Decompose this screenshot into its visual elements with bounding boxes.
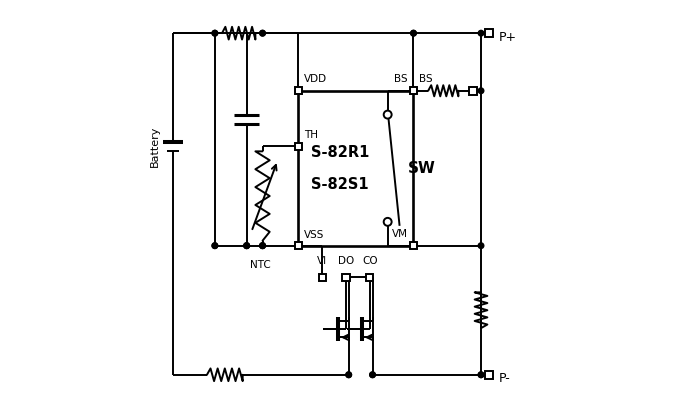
Circle shape bbox=[244, 243, 250, 248]
Circle shape bbox=[478, 88, 483, 94]
Circle shape bbox=[260, 243, 265, 248]
Text: CO: CO bbox=[362, 256, 377, 266]
Text: S-82S1: S-82S1 bbox=[311, 177, 369, 192]
Bar bbox=[410, 242, 417, 249]
Text: Battery: Battery bbox=[150, 126, 160, 167]
Bar bbox=[318, 274, 326, 281]
Bar bbox=[469, 87, 477, 95]
Circle shape bbox=[478, 372, 483, 378]
Bar bbox=[294, 242, 302, 249]
Circle shape bbox=[478, 372, 483, 378]
Circle shape bbox=[244, 243, 250, 248]
Text: BS: BS bbox=[394, 74, 407, 84]
Text: VM: VM bbox=[392, 228, 407, 238]
Circle shape bbox=[411, 30, 416, 36]
Circle shape bbox=[478, 243, 483, 248]
Bar bbox=[343, 274, 350, 281]
Circle shape bbox=[346, 372, 352, 378]
Text: TH: TH bbox=[304, 130, 318, 140]
Text: P+: P+ bbox=[499, 31, 517, 44]
Circle shape bbox=[260, 30, 265, 36]
Text: DO: DO bbox=[338, 256, 354, 266]
Bar bbox=[485, 29, 493, 37]
Circle shape bbox=[478, 30, 483, 36]
Text: SW: SW bbox=[407, 161, 435, 176]
Bar bbox=[485, 371, 493, 379]
Bar bbox=[367, 274, 373, 281]
Circle shape bbox=[212, 243, 218, 248]
Circle shape bbox=[346, 372, 352, 378]
Text: BS: BS bbox=[420, 74, 433, 84]
Circle shape bbox=[212, 30, 218, 36]
Circle shape bbox=[370, 372, 375, 378]
Circle shape bbox=[260, 243, 265, 248]
Text: VSS: VSS bbox=[304, 230, 324, 240]
Circle shape bbox=[384, 218, 392, 226]
Bar bbox=[410, 87, 417, 94]
Circle shape bbox=[370, 372, 375, 378]
Circle shape bbox=[411, 30, 416, 36]
Circle shape bbox=[260, 243, 265, 248]
Text: P-: P- bbox=[499, 372, 511, 385]
Bar bbox=[294, 143, 302, 150]
Bar bbox=[299, 91, 413, 246]
Circle shape bbox=[212, 243, 218, 248]
Text: NTC: NTC bbox=[250, 260, 271, 270]
Bar bbox=[294, 87, 302, 94]
Circle shape bbox=[212, 30, 218, 36]
Circle shape bbox=[244, 243, 250, 248]
Text: VI: VI bbox=[317, 256, 327, 266]
Text: VDD: VDD bbox=[304, 74, 327, 84]
Circle shape bbox=[384, 111, 392, 118]
Text: S-82R1: S-82R1 bbox=[311, 145, 369, 160]
Circle shape bbox=[260, 30, 265, 36]
